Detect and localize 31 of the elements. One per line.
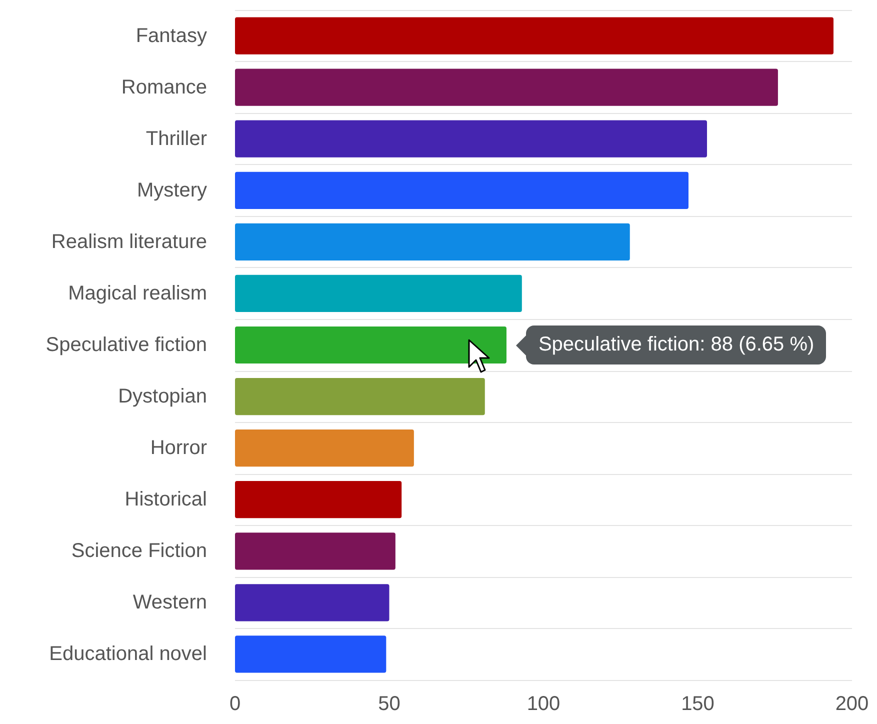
y-tick-label: Educational novel xyxy=(49,643,207,666)
bar xyxy=(235,378,485,416)
bar xyxy=(235,584,390,622)
bar xyxy=(235,68,778,106)
bar xyxy=(235,430,414,467)
bar xyxy=(235,172,688,209)
y-tick-label: Romance xyxy=(121,76,207,98)
annotation: Speculative fiction: 88 (6.65 %) xyxy=(526,326,826,364)
y-tick-label: Historical xyxy=(124,488,207,511)
y-tick-label: Speculative fiction xyxy=(46,334,207,356)
bar xyxy=(235,532,396,570)
y-tick-label: Western xyxy=(132,592,207,614)
y-tick-label: Horror xyxy=(150,437,208,460)
y-tick-label: Fantasy xyxy=(136,24,207,47)
y-tick-label: Mystery xyxy=(137,179,207,202)
y-tick-label: Thriller xyxy=(146,128,208,150)
y-tick-label: Science Fiction xyxy=(71,540,207,562)
bar xyxy=(235,17,834,54)
y-tick-label: Realism literature xyxy=(51,230,207,253)
bar xyxy=(235,481,402,518)
bar xyxy=(235,274,522,312)
bar xyxy=(235,636,386,673)
x-tick-label: 100 xyxy=(526,693,560,715)
x-tick-label: 50 xyxy=(378,693,400,715)
bar xyxy=(235,120,708,158)
x-tick-label: 150 xyxy=(681,693,714,715)
y-tick-label: Dystopian xyxy=(118,386,207,408)
bar xyxy=(235,223,630,260)
x-tick-label: 200 xyxy=(835,693,869,715)
x-tick-label: 0 xyxy=(229,693,241,715)
y-tick-label: Magical realism xyxy=(68,282,207,304)
